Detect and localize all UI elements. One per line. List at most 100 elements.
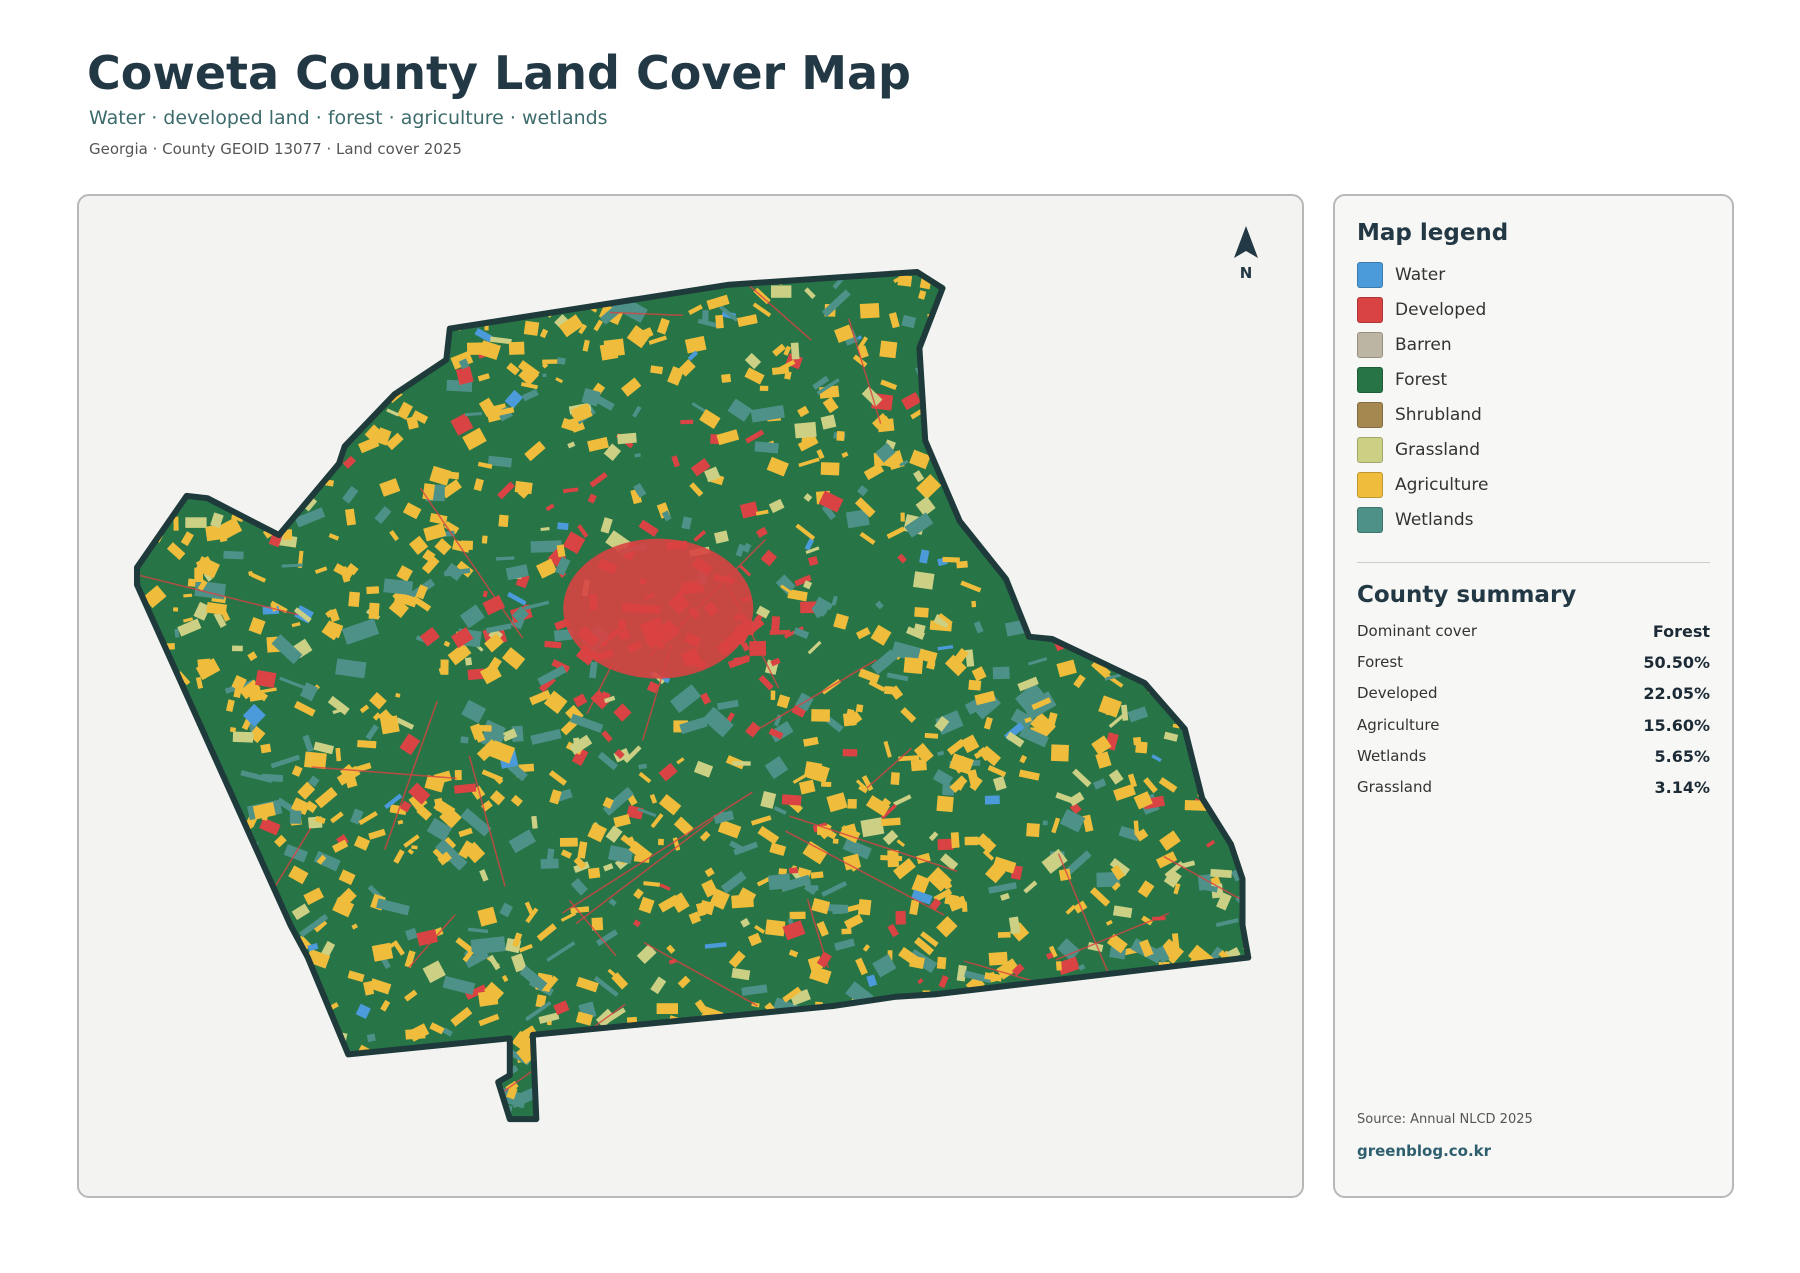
cover-patch [353,1111,367,1120]
cover-patch [926,421,939,438]
cover-patch [581,387,601,407]
cover-patch [548,1132,560,1141]
cover-patch [587,822,608,843]
urban-core [563,538,754,679]
cover-patch [1123,1135,1141,1145]
cover-patch [701,879,719,898]
cover-patch [728,950,746,969]
cover-patch [829,1018,856,1036]
cover-patch [721,373,732,383]
cover-patch [416,929,439,947]
cover-patch [1096,1148,1111,1163]
cover-patch [549,789,562,805]
legend-swatch [1357,367,1383,393]
cover-patch [299,1067,318,1085]
cover-patch [343,1078,350,1091]
cover-patch [672,1106,678,1115]
cover-patch [232,645,243,652]
cover-patch [329,1086,348,1108]
cover-patch [1133,791,1153,810]
cover-patch [1110,864,1125,881]
cover-patch [834,1138,845,1149]
cover-patch [508,1136,528,1153]
cover-patch [250,572,267,583]
cover-patch [205,240,215,248]
cover-patch [552,1041,558,1056]
cover-patch [1166,622,1193,648]
cover-patch [1082,814,1094,833]
cover-patch [193,309,209,320]
cover-patch [330,313,349,331]
cover-patch [328,533,340,541]
north-label: N [1240,264,1253,282]
cover-patch [924,732,939,739]
cover-patch [381,1122,392,1127]
cover-patch [1046,712,1058,730]
cover-patch [918,290,927,300]
cover-patch [174,955,198,969]
cover-patch [455,650,469,662]
cover-patch [1245,559,1249,578]
cover-patch [310,251,328,269]
cover-patch [656,317,670,335]
cover-patch [625,1125,643,1135]
cover-patch [248,395,267,414]
cover-patch [1152,1169,1173,1188]
cover-patch [137,808,148,823]
cover-patch [578,323,588,335]
road [1055,912,1170,961]
cover-patch [1078,963,1086,971]
cover-patch [289,810,302,824]
cover-patch [623,1120,639,1136]
cover-patch [351,390,372,409]
cover-patch [1226,427,1247,435]
cover-patch [145,342,162,360]
cover-patch [511,953,527,973]
cover-patch [1064,608,1073,620]
cover-patch [1136,439,1157,458]
cover-patch [1221,424,1229,441]
cover-patch [759,385,769,391]
cover-patch [577,1033,603,1058]
cover-patch [1073,618,1096,642]
cover-patch [514,272,526,276]
cover-patch [388,313,398,330]
cover-patch [910,408,924,420]
cover-patch [802,840,828,865]
cover-patch [1119,1129,1138,1137]
cover-patch [1136,384,1149,401]
cover-patch [1103,1111,1133,1120]
cover-patch [404,989,418,1002]
cover-patch [842,1090,868,1113]
cover-patch [1086,413,1096,423]
cover-patch [458,827,473,838]
cover-patch [185,1045,206,1059]
cover-patch [1018,769,1040,781]
cover-patch [358,436,380,454]
cover-patch [1194,697,1207,711]
cover-patch [197,857,211,870]
cover-patch [385,432,404,451]
cover-patch [411,845,418,850]
cover-patch [295,1086,311,1098]
cover-patch [506,362,520,376]
cover-patch [423,523,447,542]
cover-patch [648,1069,666,1087]
cover-patch [755,526,768,538]
cover-patch [752,302,772,318]
cover-patch [737,314,758,327]
cover-patch [438,666,449,674]
cover-patch [467,668,485,681]
cover-patch [1257,682,1281,698]
cover-patch [366,1079,382,1098]
cover-patch [979,496,988,501]
cover-patch [384,241,406,249]
cover-patch [638,519,659,537]
cover-patch [762,1044,775,1059]
cover-patch [886,672,909,682]
road [649,539,766,657]
cover-patch [332,358,352,364]
cover-patch [816,449,825,460]
cover-patch [1095,317,1114,329]
cover-patch [229,727,237,733]
